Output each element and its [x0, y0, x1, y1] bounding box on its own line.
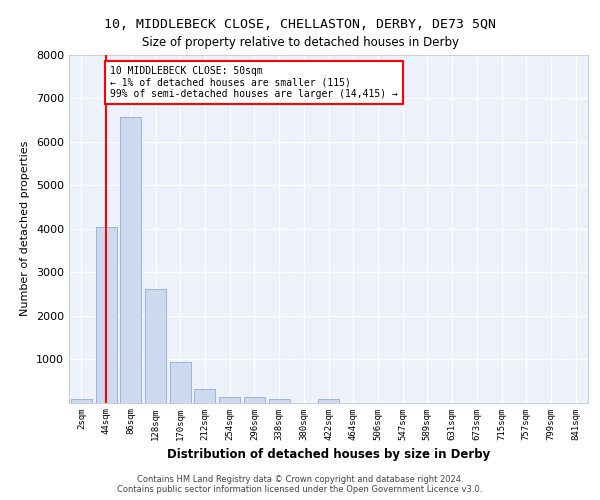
Bar	[219, 397, 240, 402]
Y-axis label: Number of detached properties: Number of detached properties	[20, 141, 31, 316]
Bar	[71, 399, 92, 402]
Text: Contains HM Land Registry data © Crown copyright and database right 2024.: Contains HM Land Registry data © Crown c…	[137, 475, 463, 484]
X-axis label: Distribution of detached houses by size in Derby: Distribution of detached houses by size …	[167, 448, 490, 461]
Bar	[244, 398, 265, 402]
Text: Size of property relative to detached houses in Derby: Size of property relative to detached ho…	[142, 36, 458, 49]
Bar	[194, 388, 215, 402]
Bar	[145, 288, 166, 403]
Bar	[170, 362, 191, 403]
Text: 10, MIDDLEBECK CLOSE, CHELLASTON, DERBY, DE73 5QN: 10, MIDDLEBECK CLOSE, CHELLASTON, DERBY,…	[104, 18, 496, 30]
Bar	[318, 400, 339, 402]
Bar	[269, 400, 290, 402]
Text: 10 MIDDLEBECK CLOSE: 50sqm
← 1% of detached houses are smaller (115)
99% of semi: 10 MIDDLEBECK CLOSE: 50sqm ← 1% of detac…	[110, 66, 398, 99]
Bar	[95, 226, 116, 402]
Text: Contains public sector information licensed under the Open Government Licence v3: Contains public sector information licen…	[118, 485, 482, 494]
Bar	[120, 116, 141, 403]
